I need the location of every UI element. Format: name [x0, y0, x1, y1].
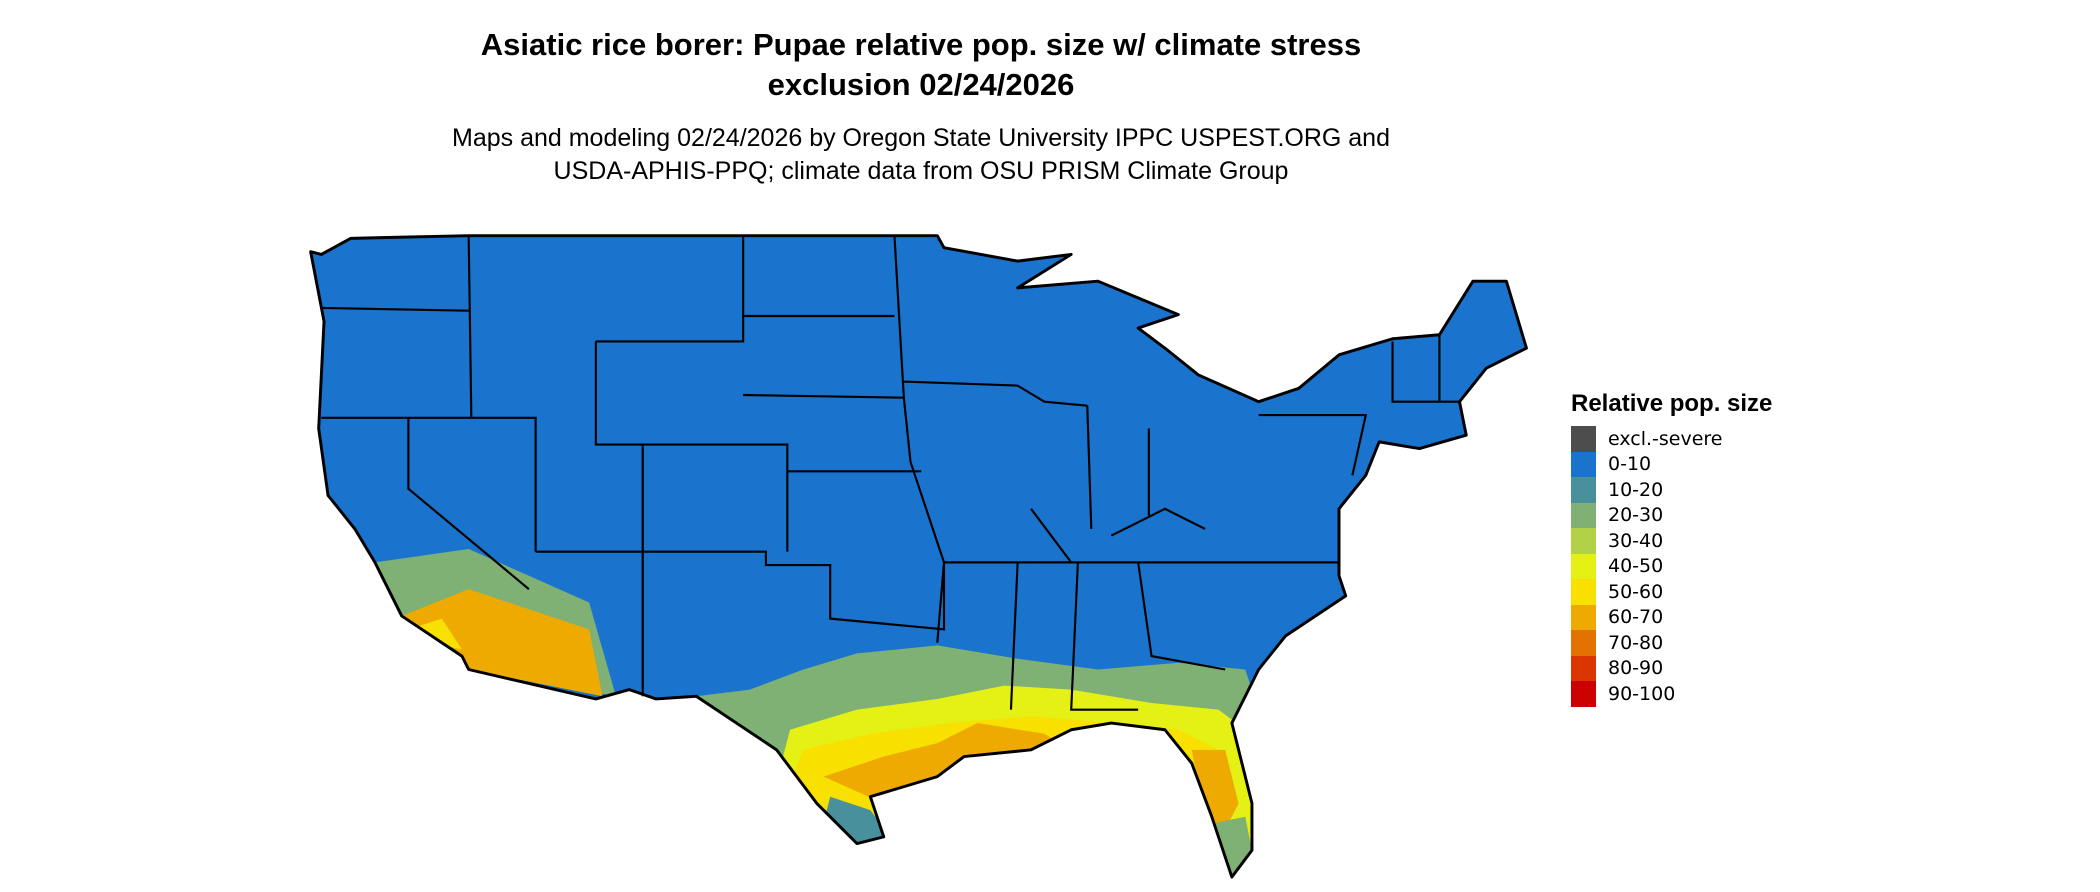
- legend-item: 80-90: [1571, 655, 1772, 681]
- legend-label: 60-70: [1608, 606, 1664, 629]
- state-borders: [321, 235, 1460, 711]
- legend-item: excl.-severe: [1571, 426, 1772, 452]
- legend-swatch: [1571, 502, 1596, 528]
- title-line-1: Asiatic rice borer: Pupae relative pop. …: [480, 27, 1362, 62]
- legend-swatch: [1571, 579, 1596, 605]
- legend-swatch: [1571, 604, 1596, 630]
- subtitle-line-1: Maps and modeling 02/24/2026 by Oregon S…: [452, 124, 1390, 152]
- legend-label: 40-50: [1608, 555, 1664, 578]
- legend-label: 50-60: [1608, 580, 1664, 603]
- legend-label: excl.-severe: [1608, 427, 1723, 450]
- legend-title: Relative pop. size: [1571, 390, 1773, 417]
- legend-swatch: [1571, 681, 1596, 707]
- legend-item: 10-20: [1571, 477, 1772, 503]
- legend-label: 70-80: [1608, 631, 1664, 654]
- legend-items: excl.-severe 0-10 10-20 20-30 30-40 40-50 50-6…: [1571, 426, 1772, 707]
- legend-item: 30-40: [1571, 528, 1772, 554]
- legend-item: 40-50: [1571, 553, 1772, 579]
- legend-item: 0-10: [1571, 451, 1772, 477]
- legend-swatch: [1571, 528, 1596, 554]
- us-outline: [309, 234, 1528, 879]
- legend-swatch: [1571, 655, 1596, 681]
- legend-swatch: [1571, 426, 1596, 452]
- legend-label: 20-30: [1608, 504, 1664, 527]
- legend-swatch: [1571, 451, 1596, 477]
- band-50-60-sw: [408, 618, 462, 650]
- legend-label: 30-40: [1608, 529, 1664, 552]
- legend-label: 10-20: [1608, 478, 1664, 501]
- map-subtitle: Maps and modeling 02/24/2026 by Oregon S…: [0, 122, 1842, 188]
- band-60-70-fl: [1191, 749, 1239, 831]
- legend-item: 60-70: [1571, 604, 1772, 630]
- legend-swatch: [1571, 630, 1596, 656]
- legend-item: 50-60: [1571, 579, 1772, 605]
- legend-label: 90-100: [1608, 682, 1676, 705]
- legend: Relative pop. size excl.-severe 0-10 10-20…: [1571, 390, 1772, 707]
- legend-swatch: [1571, 553, 1596, 579]
- legend-item: 90-100: [1571, 681, 1772, 707]
- legend-swatch: [1571, 477, 1596, 503]
- map-title: Asiatic rice borer: Pupae relative pop. …: [0, 25, 1842, 105]
- legend-label: 0-10: [1608, 453, 1652, 476]
- subtitle-line-2: USDA-APHIS-PPQ; climate data from OSU PR…: [553, 157, 1289, 185]
- band-60-70: [823, 723, 1072, 804]
- band-60-70-sw: [401, 589, 603, 697]
- legend-label: 80-90: [1608, 657, 1664, 680]
- legend-item: 20-30: [1571, 502, 1772, 528]
- title-line-2: exclusion 02/24/2026: [767, 67, 1075, 102]
- legend-item: 70-80: [1571, 630, 1772, 656]
